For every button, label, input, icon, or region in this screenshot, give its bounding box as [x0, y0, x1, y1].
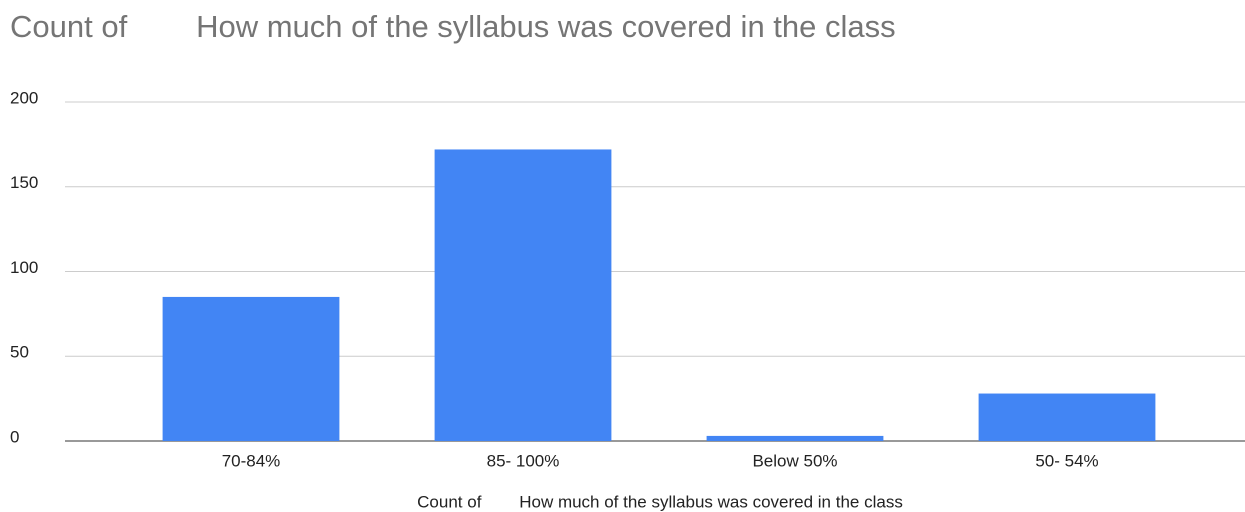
y-tick-label: 100 — [10, 258, 38, 277]
chart-title: Count of How much of the syllabus was co… — [10, 9, 896, 44]
y-tick-label: 50 — [10, 343, 29, 362]
y-tick-label: 150 — [10, 173, 38, 192]
y-tick-label: 0 — [10, 427, 19, 446]
bar — [162, 296, 340, 441]
bar — [706, 435, 884, 441]
x-tick-label: 50- 54% — [1035, 451, 1098, 470]
x-tick-label: 85- 100% — [487, 451, 560, 470]
bar — [434, 149, 612, 441]
y-tick-label: 200 — [10, 88, 38, 107]
x-tick-label: 70-84% — [222, 451, 281, 470]
bar — [978, 393, 1156, 441]
x-tick-label: Below 50% — [752, 451, 837, 470]
x-axis-label: Count of How much of the syllabus was co… — [417, 492, 903, 511]
